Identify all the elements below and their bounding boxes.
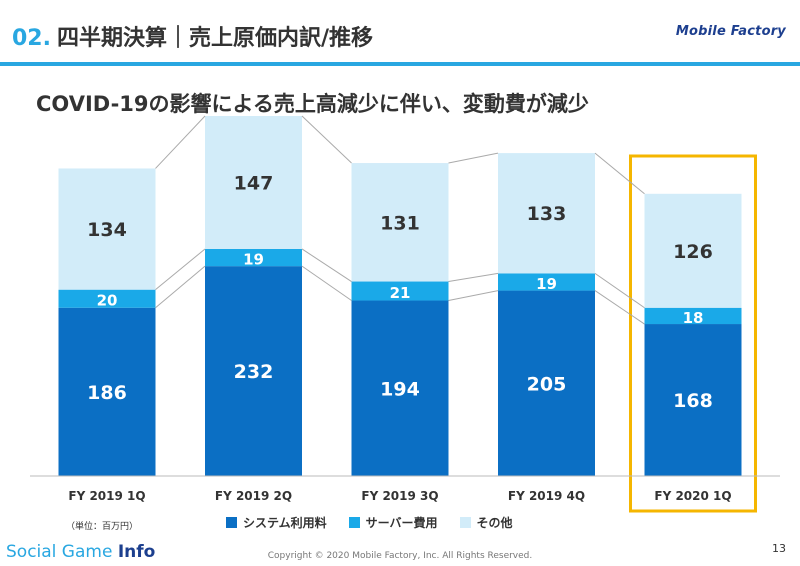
header-rule	[0, 62, 800, 66]
bar-segment	[205, 248, 302, 267]
page-number: 13	[772, 542, 786, 555]
data-label: 131	[380, 212, 420, 234]
legend-label-other: その他	[476, 516, 513, 530]
connector-line	[155, 115, 206, 169]
data-label: 133	[527, 203, 567, 225]
data-label: 20	[97, 292, 118, 310]
copyright: Copyright © 2020 Mobile Factory, Inc. Al…	[267, 551, 533, 561]
connector-line	[448, 290, 499, 302]
footer-brand: Social Game Info	[6, 542, 155, 562]
data-label: 126	[673, 241, 713, 263]
connector-line	[155, 265, 206, 309]
connector-line	[301, 265, 352, 301]
connector-line	[594, 152, 645, 195]
bar-segment	[351, 281, 449, 301]
bar-segment	[58, 168, 156, 290]
chart-legend: システム利用料 サーバー費用 その他	[226, 514, 513, 531]
data-label: 18	[683, 309, 704, 327]
footer-brand-a: Social Game	[6, 542, 118, 562]
bar-segment	[644, 193, 742, 308]
section-title: 四半期決算｜売上原価内訳/推移	[56, 26, 374, 51]
footer-brand-b: Info	[117, 542, 156, 562]
x-tick-label: FY 2019 1Q	[68, 489, 145, 503]
data-label: 19	[536, 275, 557, 293]
legend-label-system: システム利用料	[243, 516, 327, 530]
x-tick-label: FY 2019 3Q	[361, 489, 438, 503]
data-label: 134	[87, 219, 127, 241]
highlight-box	[629, 154, 757, 513]
legend-label-server: サーバー費用	[365, 516, 438, 530]
bar-segment	[498, 153, 595, 274]
legend-swatch-system	[226, 517, 237, 528]
data-label: 21	[390, 284, 411, 302]
x-tick-label: FY 2019 2Q	[215, 489, 292, 503]
connector-line	[594, 272, 645, 309]
unit-note: （単位：百万円）	[66, 522, 139, 532]
data-label: 168	[673, 390, 713, 412]
connector-line	[301, 115, 352, 164]
bar-segment	[205, 266, 302, 476]
data-label: 232	[234, 361, 274, 383]
bar-segment	[58, 289, 156, 308]
slide-title: 02. 四半期決算｜売上原価内訳/推移	[12, 20, 373, 52]
data-label: 19	[243, 251, 264, 269]
company-logo: Mobile Factory	[675, 24, 786, 39]
slide-header: 02. 四半期決算｜売上原価内訳/推移 Mobile Factory	[0, 0, 800, 66]
data-label: 205	[527, 373, 567, 395]
bar-segment	[58, 307, 156, 476]
slide-subtitle: COVID-19の影響による売上高減少に伴い、変動費が減少	[36, 92, 589, 116]
x-tick-label: FY 2019 4Q	[508, 489, 585, 503]
connector-line	[301, 248, 352, 282]
legend-item-system: システム利用料	[226, 514, 327, 531]
legend-swatch-server	[348, 517, 360, 528]
data-label: 194	[380, 378, 420, 400]
bar-segment	[498, 290, 595, 476]
bar-segment	[351, 300, 449, 476]
bar-segment	[644, 307, 742, 325]
legend-swatch-other	[459, 517, 471, 528]
data-label: 147	[234, 172, 274, 194]
section-number: 02.	[12, 26, 51, 51]
connector-line	[448, 272, 499, 283]
data-label: 186	[87, 382, 127, 404]
bar-segment	[205, 116, 302, 249]
x-tick-label: FY 2020 1Q	[654, 489, 731, 503]
connector-line	[594, 290, 645, 325]
bar-segment	[498, 273, 595, 291]
bar-segment	[644, 324, 742, 476]
connector-line	[155, 248, 206, 291]
connector-line	[448, 152, 499, 164]
legend-item-other: その他	[459, 514, 513, 531]
legend-item-server: サーバー費用	[348, 514, 438, 531]
bar-segment	[351, 163, 449, 282]
